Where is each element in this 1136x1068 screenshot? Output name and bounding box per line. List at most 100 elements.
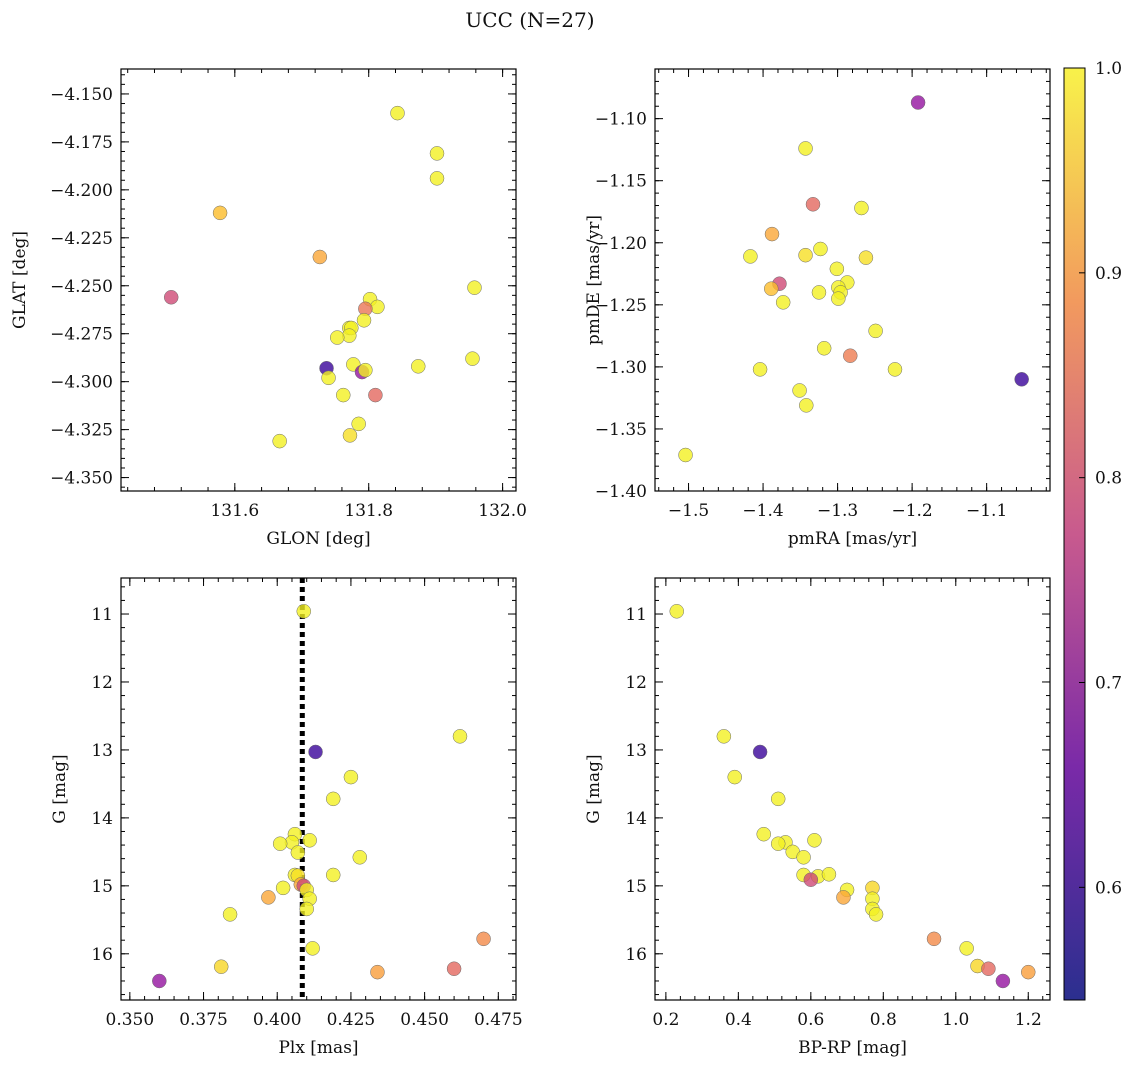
data-point	[329, 330, 345, 345]
data-point	[343, 769, 359, 785]
data-point	[342, 328, 357, 343]
x-tick-label: 0.400	[253, 1010, 302, 1030]
data-point	[798, 141, 813, 156]
data-point	[752, 744, 768, 760]
y-axis-label: G [mag]	[584, 754, 604, 823]
data-point	[678, 447, 693, 463]
colorbar-tick-label: 0.8	[1095, 469, 1122, 489]
data-point	[868, 907, 884, 922]
y-tick-label: 15	[625, 877, 647, 897]
x-tick-label: 0.450	[400, 1010, 449, 1030]
data-point	[452, 729, 468, 744]
y-tick-label: 13	[625, 741, 647, 761]
data-point	[296, 604, 312, 619]
data-point	[305, 941, 320, 956]
y-tick-label: 12	[91, 673, 113, 693]
data-point	[352, 850, 368, 865]
data-point	[212, 205, 228, 221]
y-tick-label: −4.225	[50, 229, 113, 249]
y-tick-label: 14	[625, 809, 647, 829]
data-point	[465, 351, 480, 366]
y-tick-label: −4.200	[50, 181, 113, 201]
data-point	[831, 291, 846, 306]
data-point	[312, 249, 328, 265]
x-tick-label: 0.6	[797, 1010, 824, 1030]
data-point	[807, 833, 822, 848]
data-point	[370, 299, 385, 315]
y-tick-label: 13	[91, 741, 113, 761]
colorbar-tick-label: 0.9	[1095, 264, 1122, 284]
data-point	[887, 362, 903, 377]
data-point	[163, 290, 179, 305]
colorbar-tick-label: 1.0	[1095, 59, 1122, 79]
data-point	[716, 729, 732, 744]
x-tick-label: 131.6	[210, 501, 259, 521]
colorbar-tick-label: 0.6	[1095, 878, 1122, 898]
panels: 131.6 131.8 132.0 −4.150 −4.175 −4.200 −4.225 −…	[10, 68, 1051, 1058]
data-point	[272, 433, 287, 449]
y-tick-label: −4.275	[50, 325, 113, 345]
data-point	[1014, 372, 1029, 387]
x-tick-label: 0.8	[870, 1010, 897, 1030]
data-point	[290, 845, 306, 860]
y-tick-label: −4.175	[50, 133, 113, 153]
data-point	[792, 383, 807, 398]
data-point	[368, 387, 383, 403]
x-tick-label: −1.4	[742, 501, 783, 521]
colorbar: 0.6 0.7 0.8 0.9 1.0	[1063, 59, 1122, 1001]
y-tick-label: −4.325	[50, 421, 113, 441]
x-tick-label: −1.5	[668, 501, 709, 521]
data-point	[325, 791, 341, 807]
data-point	[476, 931, 491, 947]
data-point	[390, 105, 405, 121]
y-tick-label: −1.30	[595, 358, 647, 378]
data-point	[302, 833, 317, 848]
y-tick-label: −1.35	[595, 420, 647, 440]
data-point	[152, 973, 167, 989]
data-point	[799, 398, 814, 413]
data-point	[836, 890, 851, 905]
panel-plx-g: 0.350 0.375 0.400 0.425 0.450 0.475 11 12 13 14 15…	[50, 577, 523, 1058]
y-tick-label: 15	[91, 877, 113, 897]
data-point	[467, 280, 482, 295]
x-axis-label: BP-RP [mag]	[798, 1038, 907, 1058]
colorbar-gradient	[1063, 67, 1086, 1001]
data-point	[752, 362, 768, 377]
data-point	[798, 247, 813, 263]
data-point	[446, 961, 462, 976]
y-tick-label: −1.10	[595, 110, 647, 130]
data-point	[370, 964, 385, 980]
x-tick-label: 0.425	[327, 1010, 376, 1030]
x-tick-label: −1.2	[891, 501, 932, 521]
data-point	[821, 867, 837, 882]
data-point	[816, 341, 832, 356]
data-point	[805, 197, 821, 212]
x-axis-label: pmRA [mas/yr]	[788, 529, 917, 549]
data-point	[342, 428, 358, 443]
x-axis-label: GLON [deg]	[266, 529, 370, 549]
x-axis-label: Plx [mas]	[278, 1038, 358, 1058]
y-tick-label: 12	[625, 673, 647, 693]
y-tick-label: −1.15	[595, 172, 647, 192]
data-point	[321, 370, 336, 386]
data-point	[261, 890, 276, 905]
data-point	[926, 931, 942, 947]
data-point	[356, 313, 372, 328]
panel-pm: −1.5 −1.4 −1.3 −1.2 −1.1 −1.10 −1.15 −1.20 −1.25…	[584, 68, 1051, 549]
y-axis-label: GLAT [deg]	[10, 231, 30, 329]
data-point	[213, 959, 229, 974]
x-tick-label: 1.0	[942, 1010, 969, 1030]
data-point	[959, 941, 974, 956]
x-tick-label: 0.4	[725, 1010, 752, 1030]
data-point	[358, 362, 373, 378]
data-point	[336, 387, 351, 403]
data-point	[854, 200, 869, 216]
data-point	[995, 973, 1011, 989]
plot-frame	[654, 577, 1051, 1001]
x-tick-label: −1.3	[817, 501, 858, 521]
data-point	[813, 241, 828, 257]
data-point	[981, 961, 996, 976]
data-point	[829, 261, 845, 277]
data-point	[325, 867, 341, 883]
data-point	[351, 416, 366, 432]
